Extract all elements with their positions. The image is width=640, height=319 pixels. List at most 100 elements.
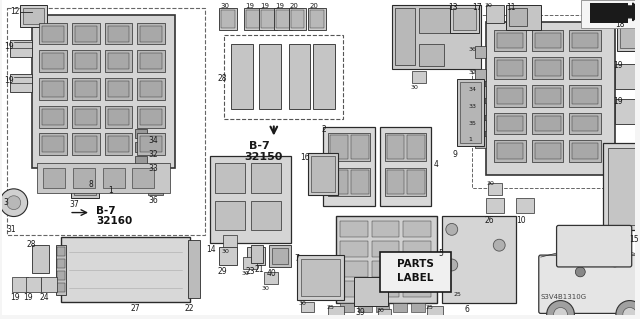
- Bar: [358, 302, 372, 312]
- Bar: [535, 33, 561, 48]
- Bar: [231, 44, 253, 109]
- Bar: [251, 163, 281, 193]
- Text: 36: 36: [468, 48, 476, 52]
- Text: 30: 30: [220, 3, 229, 9]
- Bar: [58, 271, 65, 280]
- Bar: [516, 198, 534, 212]
- Circle shape: [493, 239, 505, 251]
- Text: 8: 8: [88, 180, 93, 189]
- Circle shape: [237, 47, 247, 56]
- Text: 21: 21: [254, 265, 264, 274]
- Bar: [581, 0, 635, 28]
- Bar: [73, 168, 95, 188]
- Bar: [289, 44, 310, 109]
- Bar: [385, 133, 426, 161]
- Text: 17: 17: [472, 3, 482, 12]
- Bar: [474, 103, 486, 115]
- Text: 3: 3: [4, 198, 9, 207]
- Bar: [58, 283, 65, 292]
- Bar: [570, 85, 601, 107]
- Bar: [385, 168, 426, 196]
- Circle shape: [0, 189, 28, 217]
- Bar: [58, 247, 65, 256]
- Bar: [488, 183, 502, 195]
- Bar: [148, 183, 163, 195]
- Bar: [323, 127, 374, 206]
- Bar: [105, 23, 132, 44]
- Bar: [247, 247, 265, 265]
- Bar: [246, 10, 260, 28]
- Bar: [40, 50, 67, 72]
- Bar: [75, 109, 97, 125]
- Bar: [272, 248, 287, 264]
- Bar: [486, 198, 504, 212]
- Text: 30: 30: [298, 300, 307, 306]
- Text: 7: 7: [294, 254, 300, 263]
- Text: 11: 11: [506, 3, 516, 12]
- Bar: [494, 30, 526, 51]
- Bar: [289, 8, 307, 30]
- Text: 16: 16: [301, 153, 310, 162]
- Bar: [31, 15, 175, 168]
- Bar: [44, 168, 65, 188]
- Bar: [572, 33, 598, 48]
- Bar: [108, 81, 129, 97]
- Bar: [138, 106, 165, 128]
- Text: 39: 39: [356, 308, 365, 317]
- Bar: [419, 44, 444, 66]
- Bar: [450, 5, 479, 33]
- Bar: [340, 261, 368, 277]
- Bar: [216, 201, 245, 230]
- Bar: [209, 156, 291, 243]
- Bar: [42, 137, 64, 152]
- Bar: [220, 8, 237, 30]
- Bar: [497, 116, 523, 131]
- Bar: [330, 136, 348, 159]
- Text: 35: 35: [468, 121, 476, 126]
- Bar: [590, 3, 628, 23]
- Bar: [535, 143, 561, 159]
- Bar: [72, 133, 100, 155]
- Bar: [340, 281, 368, 297]
- Bar: [132, 168, 154, 188]
- Bar: [108, 53, 129, 69]
- Bar: [427, 307, 443, 319]
- Bar: [380, 127, 431, 206]
- Bar: [259, 44, 281, 109]
- Bar: [42, 81, 64, 97]
- Bar: [474, 137, 486, 148]
- Text: B-7: B-7: [249, 141, 270, 152]
- Text: 10: 10: [516, 216, 525, 225]
- Bar: [372, 241, 399, 257]
- Text: 15: 15: [628, 235, 638, 244]
- Bar: [486, 22, 615, 175]
- Circle shape: [319, 88, 329, 98]
- Text: 34: 34: [148, 137, 158, 145]
- Text: 37: 37: [69, 200, 79, 209]
- Bar: [617, 22, 640, 51]
- Bar: [535, 88, 561, 104]
- Text: 30: 30: [221, 249, 229, 254]
- Bar: [494, 113, 526, 135]
- Bar: [105, 50, 132, 72]
- Text: 30: 30: [376, 308, 385, 314]
- Bar: [108, 137, 129, 152]
- Text: 36: 36: [148, 196, 158, 205]
- Bar: [494, 85, 526, 107]
- Text: S3V4B1310G: S3V4B1310G: [541, 293, 587, 300]
- Text: LABEL: LABEL: [397, 273, 433, 283]
- Bar: [403, 261, 431, 277]
- Bar: [494, 140, 526, 162]
- Text: 19: 19: [10, 293, 19, 302]
- Bar: [412, 71, 426, 83]
- Bar: [351, 170, 369, 194]
- Bar: [274, 8, 292, 30]
- Bar: [140, 81, 162, 97]
- Text: 19: 19: [275, 3, 284, 9]
- Text: 19: 19: [24, 293, 33, 302]
- Bar: [419, 8, 477, 33]
- Bar: [312, 156, 335, 192]
- Bar: [372, 261, 399, 277]
- Bar: [570, 30, 601, 51]
- Text: 27: 27: [131, 303, 140, 313]
